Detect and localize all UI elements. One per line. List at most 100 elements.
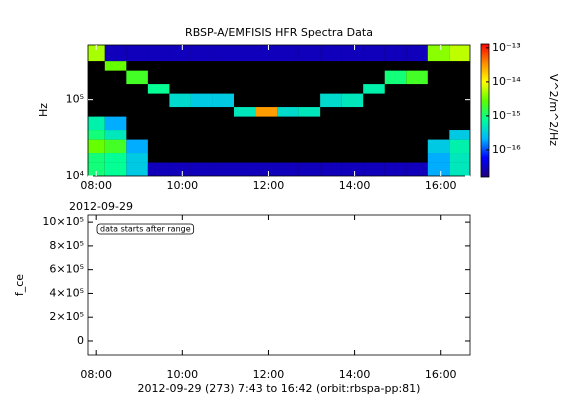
spectrogram-cell [298,107,321,117]
plot-frame [87,214,471,356]
spectrogram-cell [277,162,299,176]
spectrogram-cell [255,107,278,117]
spectrogram-cell [320,93,342,108]
spectrogram-cell [341,162,364,176]
spectrogram-cell [449,45,470,62]
chart-title: RBSP-A/EMFISIS HFR Spectra Data [185,26,373,39]
y-tick-label: 8×10⁵ [49,239,84,252]
colorbar-tick-label: 10⁻¹⁶ [492,143,521,156]
x-axis-label: 2012-09-29 (273) 7:43 to 16:42 (orbit:rb… [138,382,421,395]
spectrogram-cell [363,45,385,62]
spectrogram-cell [363,162,385,176]
y-tick-label: 6×10⁵ [49,263,84,276]
spectrogram-cell [277,45,299,62]
spectrogram-cell [104,162,127,176]
spectrogram-cell [126,45,148,62]
spectrogram-cell [104,116,127,131]
spectrogram-cell [233,107,256,117]
x-tick-label: 16:00 [425,368,457,381]
spectrogram-cell [104,45,127,62]
spectrogram-cell [320,45,342,62]
spectrogram-cell [363,84,385,94]
spectrogram-cell [320,162,342,176]
x-tick-label: 10:00 [166,179,198,192]
spectrogram-cell [449,153,470,163]
x-tick-label: 12:00 [253,179,285,192]
spectrogram-cell [341,45,364,62]
spectrogram-cell [190,93,213,108]
x-tick-label: 16:00 [425,179,457,192]
spectrogram-cell [104,153,127,163]
spectrogram-cell [169,162,191,176]
x-tick-label: 14:00 [339,368,371,381]
spectrogram-cell [212,162,234,176]
spectrogram-cell [147,84,170,94]
spectrogram-cell [126,70,148,85]
spectrogram-cell [255,162,278,176]
plot-frame [87,44,471,177]
spectrogram-cell [255,45,278,62]
spectrogram-cell [341,93,364,108]
x-tick-label: 08:00 [80,179,112,192]
spectrogram-cell [449,139,470,154]
annotation-text: data starts after range [100,225,191,234]
spectrogram-cell [190,45,213,62]
spectrogram-cell [212,93,234,108]
spectrogram-cell [233,162,256,176]
spectrogram-cell [104,139,127,154]
y-tick-label: 0 [77,334,84,347]
colorbar-tick-label: 10⁻¹⁵ [492,109,521,122]
annotation-box [96,223,195,235]
spectrogram-cell [406,162,428,176]
spectrogram-cell [147,45,170,62]
x-tick-label: 14:00 [339,179,371,192]
spectrogram-cell [104,130,127,140]
spectrogram-cell [449,162,470,176]
colorbar-tick-label: 10⁻¹⁴ [492,75,521,88]
spectrogram-cell [212,45,234,62]
y-axis-label: Hz [37,103,50,117]
x-tick-label: 12:00 [253,368,285,381]
spectrogram-cell [126,139,148,154]
spectrogram-cell [88,130,105,140]
y-tick-label: 2×10⁵ [49,310,84,323]
spectrogram-cell [147,162,170,176]
spectrogram-cell [298,45,321,62]
spectrogram-cell [169,93,191,108]
x-tick-label: 08:00 [80,368,112,381]
spectrogram-cell [427,45,450,62]
spectrogram-cell [427,153,450,163]
spectrogram-cell [384,45,407,62]
y-tick-label: 4×10⁵ [49,286,84,299]
y-tick-label: 10⁴ [66,169,85,182]
spectrogram-cell [406,70,428,85]
colorbar [480,43,490,178]
annotation: data starts after range [96,223,195,235]
spectrogram-cell [427,139,450,154]
spectrogram-cell [104,61,127,71]
spectrogram-cell [126,162,148,176]
spectrogram-cell [126,153,148,163]
spectrogram-cell [190,162,213,176]
y-tick-label: 10×10⁵ [42,215,84,228]
spectrogram-cell [88,162,105,176]
colorbar-tick-label: 10⁻¹³ [492,41,521,54]
spectrogram-cell [384,70,407,85]
y-axis-label: f_ce [13,274,26,296]
spectrogram-cell [88,45,105,62]
spectrogram-cell [88,153,105,163]
spectrogram-cell [384,162,407,176]
spectrogram-cell [277,107,299,117]
spectrogram-cell [88,116,105,131]
spectrogram-cell [298,162,321,176]
spectrogram-cell [169,45,191,62]
y-tick-label: 10⁵ [66,93,84,106]
spectrogram-cell [427,162,450,176]
spectrogram-cell [406,45,428,62]
spectrogram-cell [88,139,105,154]
colorbar-label: V^2/m^2/Hz [547,74,560,146]
annotation: 2012-09-29 [69,200,133,213]
x-tick-label: 10:00 [166,368,198,381]
spectrogram-cell [233,45,256,62]
